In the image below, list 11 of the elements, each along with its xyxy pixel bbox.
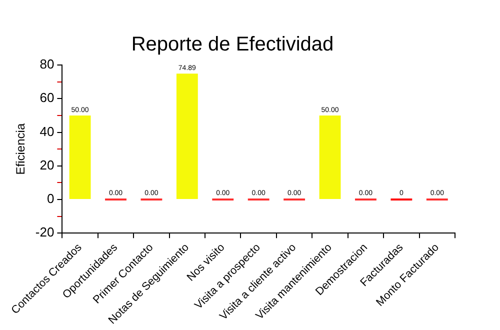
y-tick-label: 40	[40, 124, 54, 139]
y-tick-label: -20	[35, 224, 54, 240]
bar	[69, 115, 91, 200]
bar	[176, 74, 198, 200]
y-tick-label: 20	[40, 157, 54, 172]
bar	[319, 115, 341, 200]
y-axis-title: Eficiencia	[14, 123, 28, 175]
y-tick-label: 0	[46, 191, 54, 206]
y-tick-label: 60	[40, 90, 54, 106]
y-tick-label: 80	[40, 56, 54, 72]
chart-title: Reporte de Efectividad	[131, 34, 334, 56]
